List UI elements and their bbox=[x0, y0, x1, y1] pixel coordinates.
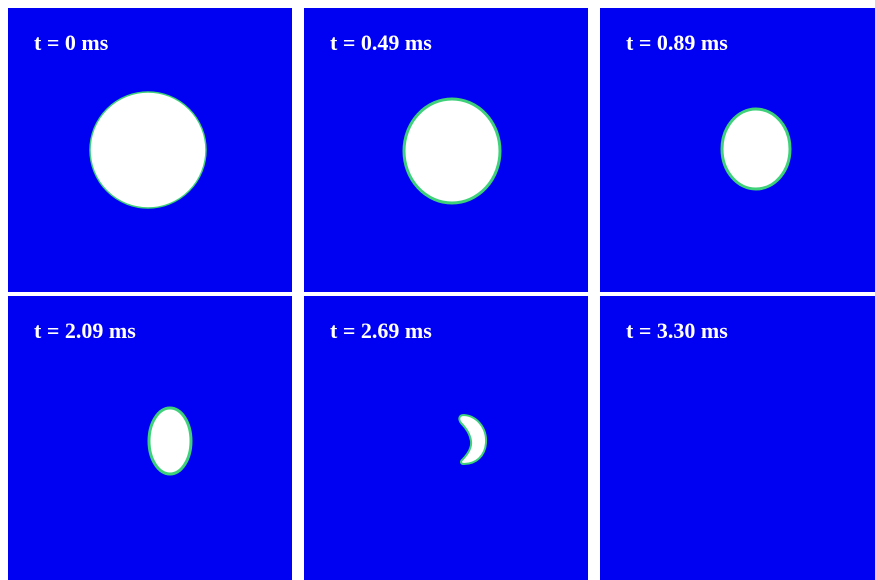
droplet-t3 bbox=[147, 406, 193, 476]
droplet-image-t4 bbox=[458, 413, 488, 466]
time-label-t1: t = 0.49 ms bbox=[330, 30, 432, 55]
droplet-image-t2 bbox=[720, 107, 792, 191]
droplet-t1 bbox=[402, 97, 502, 205]
droplet-image-t0 bbox=[89, 91, 207, 209]
droplet-t4 bbox=[458, 413, 488, 466]
droplet-image-t3 bbox=[147, 406, 193, 476]
panel-t2: t = 0.89 ms bbox=[600, 8, 875, 292]
panel-t3: t = 2.09 ms bbox=[8, 296, 292, 580]
droplet-t0 bbox=[89, 91, 207, 209]
time-label-t3: t = 2.09 ms bbox=[34, 318, 136, 343]
panel-t1: t = 0.49 ms bbox=[304, 8, 588, 292]
panel-t5: t = 3.30 ms bbox=[600, 296, 875, 580]
droplet-image-t1 bbox=[402, 97, 502, 205]
time-label-t2: t = 0.89 ms bbox=[626, 30, 728, 55]
time-label-t4: t = 2.69 ms bbox=[330, 318, 432, 343]
panel-t4: t = 2.69 ms bbox=[304, 296, 588, 580]
time-label-t0: t = 0 ms bbox=[34, 30, 109, 55]
time-label-t5: t = 3.30 ms bbox=[626, 318, 728, 343]
panel-t0: t = 0 ms bbox=[8, 8, 292, 292]
droplet-t2 bbox=[720, 107, 792, 191]
